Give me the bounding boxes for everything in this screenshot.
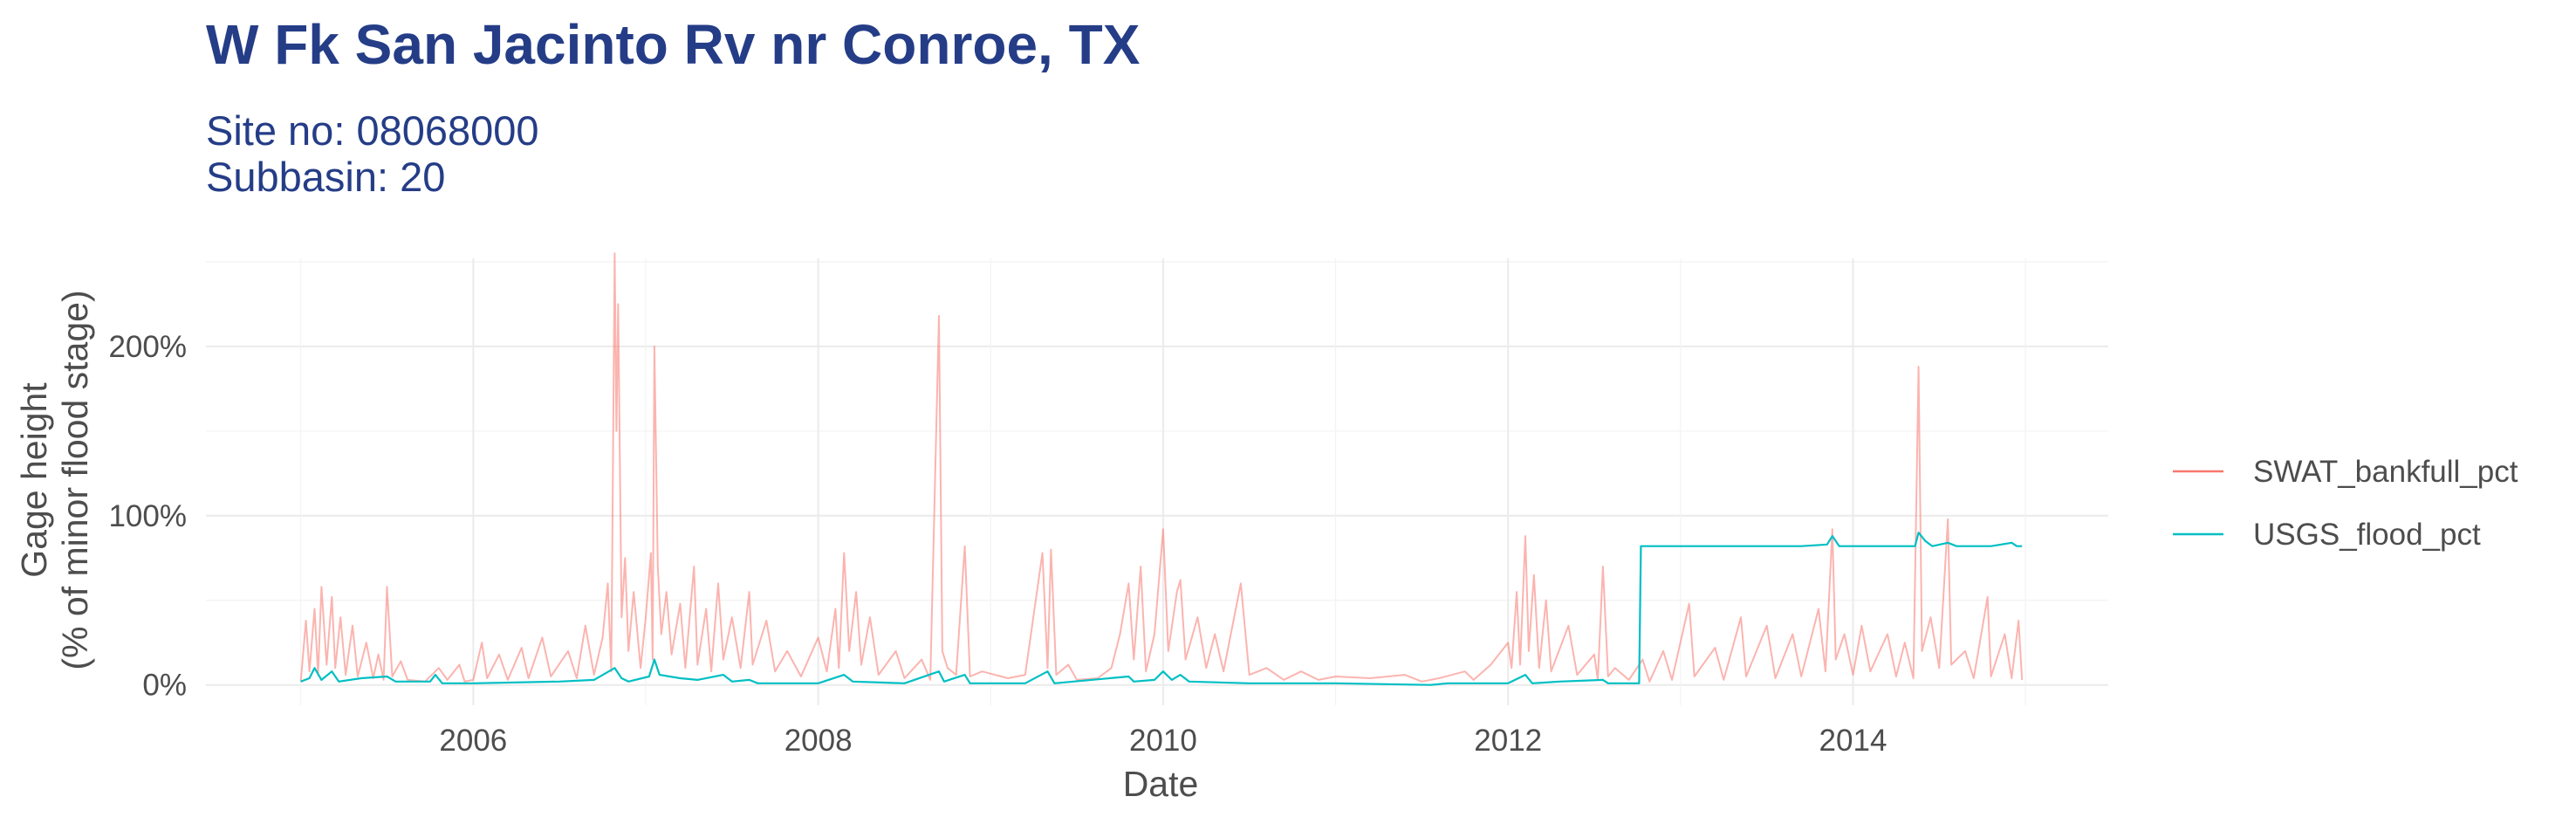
chart-subtitle-site-no: Site no: 08068000 [206,107,539,154]
x-tick-label: 2014 [1819,724,1887,758]
y-tick-label: 100% [108,499,187,533]
x-tick-label: 2006 [439,724,507,758]
chart-subtitle-subbasin: Subbasin: 20 [206,154,446,200]
x-tick-label: 2012 [1474,724,1542,758]
grid-lines [206,258,2108,705]
y-axis-title-line-2: (% of minor flood stage) [55,290,95,670]
x-tick-label: 2010 [1129,724,1197,758]
y-axis-title-line-1: Gage height [14,382,54,578]
x-tick-labels: 2006 2008 2010 2012 2014 [439,724,1887,758]
y-tick-labels: 0% 100% 200% [108,330,187,703]
x-axis-title: Date [1123,764,1199,804]
legend: SWAT_bankfull_pct USGS_flood_pct [2173,455,2518,552]
series-line-swat-bankfull-pct [299,252,2024,683]
legend-label-usgs: USGS_flood_pct [2253,518,2481,552]
chart-title: W Fk San Jacinto Rv nr Conroe, TX [206,13,1141,76]
legend-label-swat: SWAT_bankfull_pct [2253,455,2518,489]
y-tick-label: 0% [142,669,187,703]
x-tick-label: 2008 [784,724,853,758]
series-lines [299,252,2024,686]
series-line-usgs-flood-pct [300,532,2023,686]
y-tick-label: 200% [108,330,187,364]
